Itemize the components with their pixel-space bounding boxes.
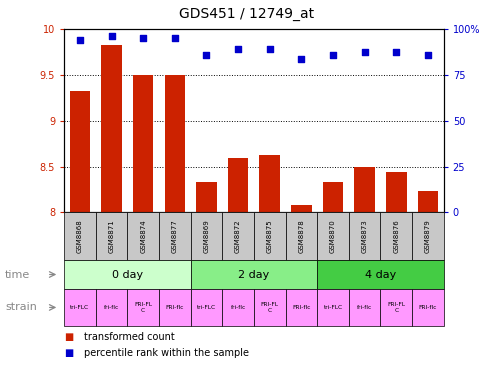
Text: FRI-FL
C: FRI-FL C [387,302,405,313]
Bar [70,92,90,212]
Text: FRI-flc: FRI-flc [419,305,437,310]
Point [76,37,84,43]
Text: fri-flc: fri-flc [230,305,246,310]
Text: fri-flc: fri-flc [357,305,372,310]
Bar [133,75,153,212]
Bar [228,158,248,212]
Text: time: time [5,269,30,280]
Point [361,49,369,55]
Point [171,36,179,41]
Bar [259,154,280,212]
Bar [291,205,312,212]
Text: tri-FLC: tri-FLC [197,305,216,310]
Text: FRI-FL
C: FRI-FL C [261,302,279,313]
Text: fri-flc: fri-flc [104,305,119,310]
Text: tri-FLC: tri-FLC [70,305,89,310]
Bar [323,182,343,212]
Point [392,49,400,55]
Text: ■: ■ [64,348,73,358]
Bar [386,172,407,212]
Text: 0 day: 0 day [112,269,143,280]
Point [203,52,211,58]
Text: GSM8875: GSM8875 [267,219,273,253]
Point [424,52,432,58]
Text: GSM8870: GSM8870 [330,219,336,253]
Text: GSM8878: GSM8878 [298,219,304,253]
Text: GSM8872: GSM8872 [235,219,241,253]
Text: 4 day: 4 day [365,269,396,280]
Point [266,46,274,52]
Text: GSM8871: GSM8871 [108,219,114,253]
Text: GSM8876: GSM8876 [393,219,399,253]
Text: GSM8879: GSM8879 [425,219,431,253]
Text: GSM8877: GSM8877 [172,219,178,253]
Text: GSM8869: GSM8869 [204,219,210,253]
Point [329,52,337,58]
Point [107,33,115,39]
Text: transformed count: transformed count [84,332,175,342]
Text: GDS451 / 12749_at: GDS451 / 12749_at [179,7,314,21]
Bar [101,45,122,212]
Bar [196,182,217,212]
Bar [354,167,375,212]
Text: strain: strain [5,302,37,313]
Text: FRI-FL
C: FRI-FL C [134,302,152,313]
Text: FRI-flc: FRI-flc [166,305,184,310]
Text: GSM8873: GSM8873 [361,219,368,253]
Text: GSM8874: GSM8874 [140,219,146,253]
Bar [165,75,185,212]
Text: 2 day: 2 day [238,269,270,280]
Text: ■: ■ [64,332,73,342]
Bar [418,191,438,212]
Text: tri-FLC: tri-FLC [323,305,343,310]
Text: percentile rank within the sample: percentile rank within the sample [84,348,249,358]
Point [297,56,305,61]
Point [234,46,242,52]
Point [139,36,147,41]
Text: FRI-flc: FRI-flc [292,305,311,310]
Text: GSM8868: GSM8868 [77,219,83,253]
